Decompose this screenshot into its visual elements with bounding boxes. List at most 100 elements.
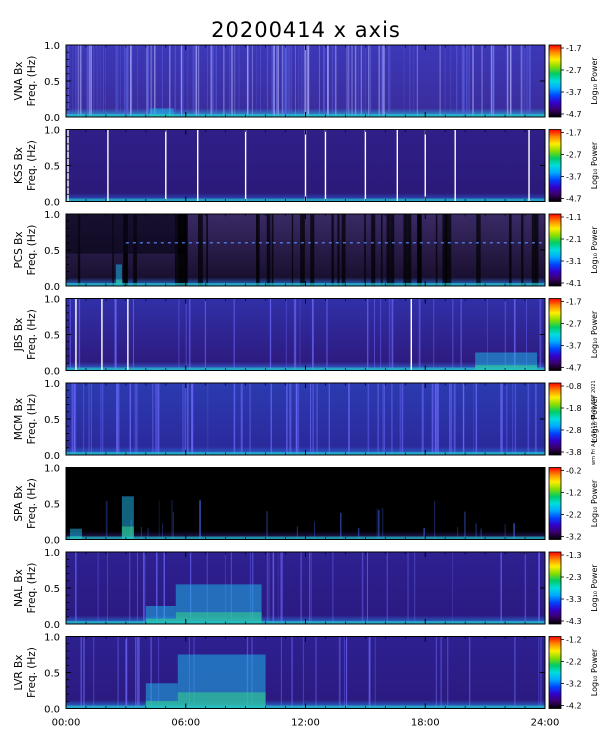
spectral-stripe xyxy=(195,45,198,117)
spectral-stripe xyxy=(378,509,380,540)
spectral-stripe xyxy=(102,383,104,455)
spectral-stripe xyxy=(437,383,439,455)
spectral-stripe xyxy=(386,552,388,624)
spectral-stripe xyxy=(302,45,304,117)
colorbar-tick-label: -3.7 xyxy=(566,342,582,351)
colorbar xyxy=(548,213,562,287)
colorbar-tick-label: -4.7 xyxy=(566,195,582,204)
spectral-stripe xyxy=(118,383,120,455)
spectral-stripe xyxy=(448,383,451,455)
spectral-stripe xyxy=(191,383,194,455)
spectral-stripe xyxy=(251,45,253,117)
spectrogram-background xyxy=(66,467,545,540)
spectral-stripe xyxy=(295,383,298,455)
spectral-stripe xyxy=(314,521,315,540)
frequency-axis-label: Freq. (Hz) xyxy=(26,647,38,698)
spectral-stripe xyxy=(490,45,492,117)
spectral-stripe xyxy=(436,383,438,455)
spectral-stripe xyxy=(240,383,242,455)
colorbar-tick-label: -1.2 xyxy=(566,489,582,498)
spectral-stripe xyxy=(157,383,158,455)
spectral-stripe xyxy=(491,45,493,117)
spectral-stripe xyxy=(298,383,300,455)
spectral-stripe xyxy=(523,45,525,117)
y-tick-label: 0.0 xyxy=(44,198,60,209)
spectral-stripe xyxy=(421,383,423,455)
colorbar-tick-label: -1.7 xyxy=(566,129,582,138)
colorbar-label: Log₁₀ Power xyxy=(590,226,599,274)
spectral-stripe xyxy=(296,526,298,540)
spectral-stripe xyxy=(360,45,362,117)
spectral-stripe xyxy=(358,528,360,540)
station-label: KSS Bx xyxy=(13,147,25,184)
colorbar-tick-label: -3.8 xyxy=(566,448,582,457)
colorbar-tick-label: -4.1 xyxy=(566,279,582,288)
spectral-stripe xyxy=(382,45,384,117)
spectral-stripe xyxy=(399,383,402,455)
spectral-stripe xyxy=(391,383,393,455)
panel-pcs: 0.0 0.5 1.0 PCS Bx Freq. (Hz) -1.1 -2.1 -3.1 -4.… xyxy=(13,210,599,293)
spectral-stripe xyxy=(188,298,190,371)
spectral-stripe xyxy=(146,45,148,117)
spectral-stripe xyxy=(311,298,314,371)
spectral-stripe xyxy=(374,298,375,371)
spectral-stripe xyxy=(300,45,302,117)
spectral-stripe xyxy=(171,500,173,540)
x-tick-label: 18:00 xyxy=(411,718,440,729)
colorbar-tick-label: -2.8 xyxy=(566,426,582,435)
spectral-stripe xyxy=(157,383,160,455)
spectral-stripe xyxy=(468,45,470,117)
spectral-stripe xyxy=(331,45,333,117)
spectral-stripe xyxy=(534,214,536,286)
spectral-stripe xyxy=(345,636,348,709)
spectral-stripe xyxy=(130,45,132,117)
colorbar xyxy=(548,129,562,202)
spectral-stripe xyxy=(276,45,278,117)
spectral-stripe xyxy=(414,552,416,624)
y-tick-label: 0.0 xyxy=(44,451,60,462)
spectral-stripe xyxy=(277,552,279,624)
colorbar-tick-label: -1.8 xyxy=(566,404,582,413)
colorbar-label: Log₁₀ Power xyxy=(590,479,599,527)
spectral-stripe xyxy=(527,383,530,455)
colorbar xyxy=(548,551,562,625)
colorbar-tick-label: -0.2 xyxy=(566,467,582,476)
colorbar xyxy=(548,636,562,709)
spectral-stripe xyxy=(439,45,441,117)
spectral-stripe xyxy=(184,383,186,455)
spectral-stripe xyxy=(506,383,508,455)
colorbar-tick-label: -4.3 xyxy=(566,617,582,626)
y-tick-label: 0.5 xyxy=(44,584,60,595)
spectral-stripe xyxy=(368,636,371,709)
station-label: NAL Bx xyxy=(13,569,25,607)
spectral-stripe xyxy=(380,214,383,286)
spectral-stripe xyxy=(114,298,116,371)
station-label: MCM Bx xyxy=(13,398,25,440)
spectral-stripe xyxy=(323,45,325,117)
spectral-stripe xyxy=(343,636,345,709)
colorbar-label: Log₁₀ Power xyxy=(590,141,599,189)
colorbar-tick-label: -1.1 xyxy=(566,213,582,222)
spectral-stripe xyxy=(86,45,89,117)
activity-core xyxy=(145,700,178,709)
spectral-stripe xyxy=(291,214,294,286)
colorbar-label: Log₁₀ Power xyxy=(590,648,599,696)
spectral-stripe xyxy=(531,214,534,286)
spectral-stripe xyxy=(486,298,488,371)
spectral-stripe xyxy=(316,383,318,455)
spectral-stripe xyxy=(136,383,138,455)
y-tick-label: 1.0 xyxy=(44,379,60,390)
y-tick-label: 1.0 xyxy=(44,295,60,306)
spectral-stripe xyxy=(156,552,158,624)
spectral-stripe xyxy=(290,45,292,117)
spectral-stripe xyxy=(529,45,531,117)
spectral-stripe xyxy=(403,214,408,286)
spectral-stripe xyxy=(460,298,462,371)
spectral-stripe xyxy=(270,383,272,455)
spectral-stripe xyxy=(387,45,390,117)
spectral-stripe xyxy=(500,383,501,455)
spectral-stripe xyxy=(204,298,207,371)
y-tick-label: 1.0 xyxy=(44,210,60,221)
spectral-stripe xyxy=(77,45,80,117)
